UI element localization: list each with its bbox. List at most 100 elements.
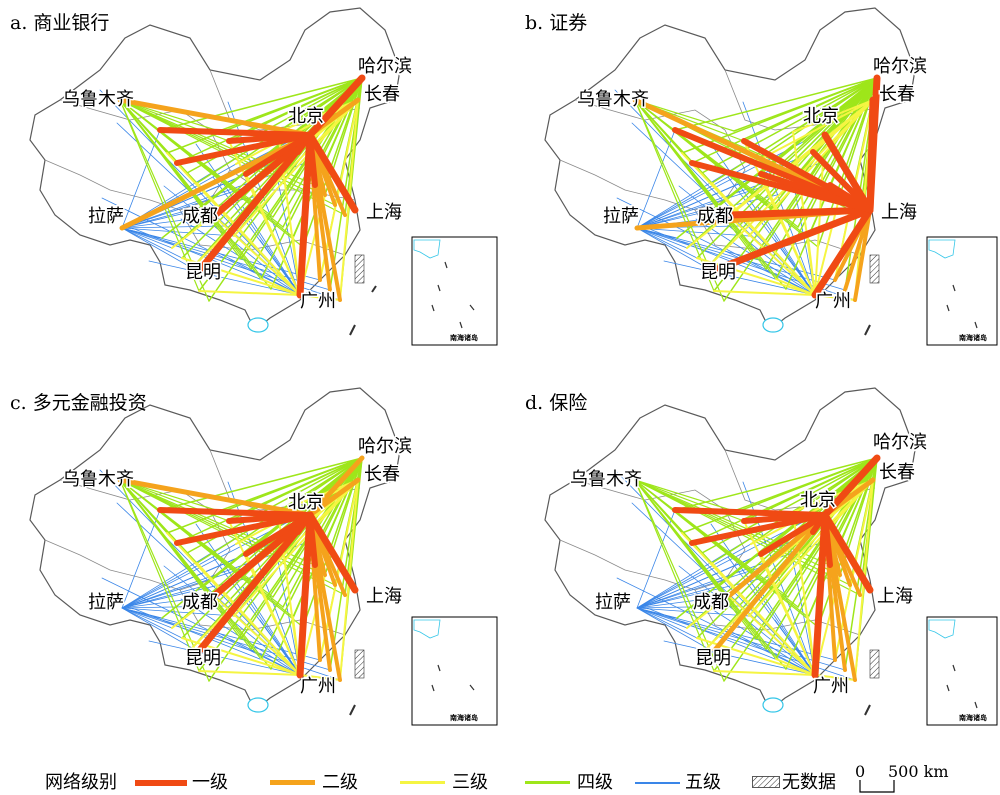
flow-line-level3 xyxy=(233,99,359,237)
flow-line-level5 xyxy=(121,607,173,629)
city-guangzhou: 广州 xyxy=(815,291,851,312)
flow-line-level1 xyxy=(827,182,873,213)
flow-line-level1 xyxy=(821,131,874,214)
map-c: 乌鲁木齐 哈尔滨 长春 北京 拉萨 成都 上海 昆明 广州 南海诸岛 xyxy=(29,387,498,726)
flow-line-level4 xyxy=(634,479,683,534)
flow-line-level3 xyxy=(191,99,359,269)
city-urumqi: 乌鲁木齐 xyxy=(62,469,134,490)
flow-line-level5 xyxy=(121,521,289,609)
flow-line-level3 xyxy=(760,173,816,296)
flow-line-level5 xyxy=(636,227,708,269)
city-harbin: 哈尔滨 xyxy=(358,56,412,77)
flow-line-level1 xyxy=(211,511,314,599)
flow-line-level5 xyxy=(121,585,205,609)
flow-line-level1 xyxy=(689,512,828,546)
city-chengdu: 成都 xyxy=(697,206,733,227)
flow-line-level1 xyxy=(306,74,366,139)
flow-line-level2 xyxy=(843,208,872,292)
flow-line-level5 xyxy=(636,607,688,629)
flow-line-level5 xyxy=(101,197,301,296)
city-guangzhou: 广州 xyxy=(813,676,849,697)
city-lhasa: 拉萨 xyxy=(595,592,631,613)
flow-lines xyxy=(614,454,881,682)
flow-lines xyxy=(99,74,366,302)
city-shanghai: 上海 xyxy=(877,586,913,607)
city-changchun: 长春 xyxy=(364,84,400,105)
flow-line-level4 xyxy=(634,479,735,512)
flow-line-level3 xyxy=(792,99,874,133)
flow-line-level1 xyxy=(307,132,318,188)
south-china-sea-inset: 南海诸岛 xyxy=(926,236,998,346)
flow-line-level2 xyxy=(117,97,313,138)
flow-line-level2 xyxy=(307,455,365,518)
city-lhasa: 拉萨 xyxy=(88,592,124,613)
flow-line-level1 xyxy=(243,132,313,177)
flow-line-level4 xyxy=(634,99,725,302)
flow-line-level1 xyxy=(174,132,313,166)
flow-line-level1 xyxy=(758,171,873,213)
city-kunming: 昆明 xyxy=(185,262,221,283)
city-beijing: 北京 xyxy=(288,492,324,513)
inset-label: 南海诸岛 xyxy=(959,333,987,342)
city-beijing: 北京 xyxy=(803,106,839,127)
flow-line-level3 xyxy=(814,294,856,301)
flow-line-level1 xyxy=(811,511,829,679)
panel-title: d. 保险 xyxy=(525,392,588,414)
legend-label: 四级 xyxy=(577,772,613,793)
inset-label: 南海诸岛 xyxy=(450,713,478,722)
flow-line-level4 xyxy=(159,77,363,131)
flow-line-level5 xyxy=(695,598,816,676)
city-changchun: 长春 xyxy=(364,464,400,485)
flow-line-level5 xyxy=(121,129,161,229)
flow-line-level4 xyxy=(634,99,789,218)
south-china-sea-inset: 南海诸岛 xyxy=(411,236,498,346)
flow-line-level5 xyxy=(616,197,816,296)
flow-line-level1 xyxy=(822,512,833,568)
flow-line-level4 xyxy=(119,99,242,260)
panel-title: b. 证券 xyxy=(525,12,588,34)
flow-line-level3 xyxy=(245,553,301,676)
city-lhasa: 拉萨 xyxy=(88,206,124,227)
panel-b: 乌鲁木齐 哈尔滨 长春 北京 拉萨 成都 上海 昆明 广州 南海诸岛 b. 证券 xyxy=(515,0,1000,375)
legend-label: 二级 xyxy=(322,772,358,793)
panel-a: 乌鲁木齐 哈尔滨 长春 北京 拉萨 成都 上海 昆明 广州 南海诸岛 a. 商业… xyxy=(0,0,500,375)
flow-line-level4 xyxy=(119,99,326,196)
taiwan-nodata xyxy=(864,254,880,336)
flow-line-level4 xyxy=(159,457,363,511)
map-a: 乌鲁木齐 哈尔滨 长春 北京 拉萨 成都 上海 昆明 广州 南海诸岛 xyxy=(29,7,498,346)
flow-line-level1 xyxy=(811,206,874,299)
flow-line-level4 xyxy=(634,479,841,576)
flow-line-level4 xyxy=(634,99,757,260)
flow-line-level4 xyxy=(119,479,326,576)
legend-label: 三级 xyxy=(452,772,488,793)
flow-line-level3 xyxy=(299,294,341,301)
flow-line-level3 xyxy=(233,479,359,617)
flow-line-level5 xyxy=(180,598,301,676)
legend-swatch xyxy=(635,782,680,784)
flow-line-level4 xyxy=(119,99,168,154)
legend-label: 五级 xyxy=(685,772,721,793)
legend-swatch xyxy=(135,780,187,786)
legend-label: 无数据 xyxy=(782,772,836,793)
flow-line-level4 xyxy=(634,479,757,640)
china-outline xyxy=(544,7,916,331)
city-kunming: 昆明 xyxy=(185,648,221,669)
flow-line-level5 xyxy=(636,573,782,609)
flow-line-level4 xyxy=(176,77,363,164)
flow-line-level3 xyxy=(760,553,816,676)
flow-line-level5 xyxy=(101,577,301,676)
flow-line-level5 xyxy=(636,521,804,609)
flow-line-level4 xyxy=(691,457,878,544)
legend-swatch xyxy=(400,781,445,784)
flow-line-level5 xyxy=(121,205,205,229)
flow-line-level5 xyxy=(636,129,676,229)
panel-title: c. 多元金融投资 xyxy=(10,392,147,414)
city-urumqi: 乌鲁木齐 xyxy=(62,89,134,110)
flow-line-level4 xyxy=(634,99,683,154)
flow-line-level4 xyxy=(119,479,168,534)
flow-line-level1 xyxy=(821,454,881,519)
flow-line-level1 xyxy=(296,131,314,299)
flow-line-level5 xyxy=(636,607,708,649)
flow-line-level2 xyxy=(307,477,361,518)
city-kunming: 昆明 xyxy=(695,648,731,669)
